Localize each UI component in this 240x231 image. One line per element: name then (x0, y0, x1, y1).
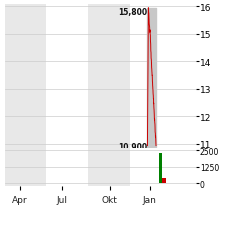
Text: 15,800: 15,800 (118, 8, 147, 17)
Bar (88, 5, 130, 148)
Bar (159, 153, 162, 183)
Text: 10,900: 10,900 (118, 142, 147, 151)
Bar (5, 5, 46, 148)
Bar (88, 148, 130, 186)
Bar (5, 148, 46, 186)
Bar (162, 178, 166, 183)
